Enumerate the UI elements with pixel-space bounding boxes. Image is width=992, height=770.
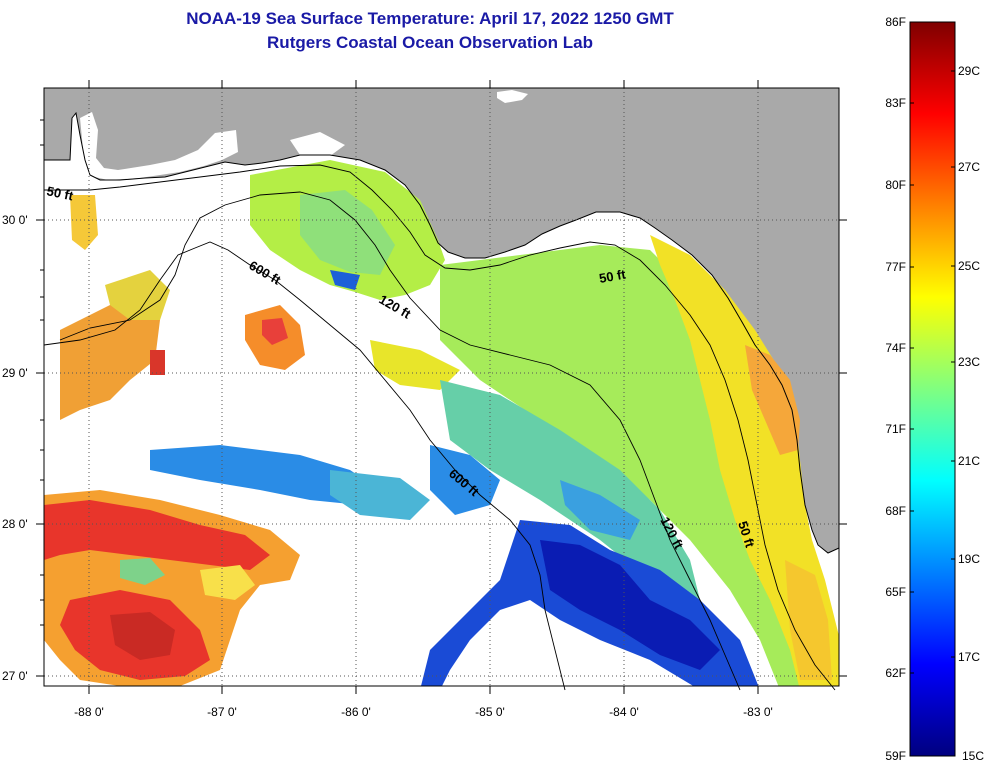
cb-f-label: 59F (885, 749, 906, 763)
sst-patch (330, 470, 430, 520)
coastline (44, 111, 840, 554)
cb-f-label: 83F (885, 96, 906, 110)
map-frame-border (43, 87, 840, 687)
sst-patch (262, 318, 288, 345)
contour-50ft (44, 164, 836, 691)
frame-ticks (36, 80, 847, 694)
lon-label: -85 0' (475, 705, 505, 719)
sst-patch (150, 350, 165, 375)
sst-patch (44, 500, 270, 570)
lat-label: 28 0' (2, 517, 28, 531)
cb-f-label: 62F (885, 666, 906, 680)
sst-patch (150, 445, 380, 505)
sst-patch (330, 270, 360, 290)
sst-patch (300, 190, 395, 275)
contour-label: 50 ft (45, 183, 75, 203)
sst-patch (440, 245, 839, 686)
graticule (44, 88, 839, 686)
lat-label: 30 0' (2, 213, 28, 227)
contour-600ft (43, 241, 566, 691)
map-subtitle: Rutgers Coastal Ocean Observation Lab (267, 33, 593, 52)
lat-label: 27 0' (2, 669, 28, 683)
lon-label: -86 0' (341, 705, 371, 719)
cb-c-label: 25C (958, 259, 980, 273)
lon-label: -83 0' (743, 705, 773, 719)
cb-f-label: 80F (885, 178, 906, 192)
cb-c-label: 17C (958, 650, 980, 664)
land-area (44, 88, 839, 553)
sst-patch (785, 560, 832, 680)
cb-c-label: 27C (958, 160, 980, 174)
sst-patch (105, 270, 170, 320)
sst-patch (120, 558, 165, 585)
cb-f-label: 86F (885, 15, 906, 29)
colorbar-ticks (910, 70, 955, 674)
lon-label: -88 0' (74, 705, 104, 719)
sst-patch (70, 195, 98, 250)
land-bay (497, 90, 528, 103)
sst-patch (540, 540, 720, 670)
cb-f-label: 77F (885, 260, 906, 274)
sst-patch (60, 295, 160, 420)
cb-c-label: 23C (958, 355, 980, 369)
sst-patch (200, 565, 255, 600)
sst-patch (745, 345, 800, 455)
cb-f-label: 71F (885, 422, 906, 436)
contour-120ft (59, 191, 741, 691)
sst-data-layer (44, 160, 839, 686)
lat-label: 29 0' (2, 366, 28, 380)
lon-label: -87 0' (207, 705, 237, 719)
cb-f-label: 74F (885, 341, 906, 355)
cb-c-label: 29C (958, 64, 980, 78)
cb-c-label: 15C (962, 749, 984, 763)
land-bay (80, 112, 238, 180)
colorbar (909, 21, 956, 757)
sst-patch (560, 480, 640, 540)
cb-c-label: 21C (958, 454, 980, 468)
cb-f-label: 65F (885, 585, 906, 599)
sst-patch (110, 612, 175, 660)
contour-label: 50 ft (598, 266, 628, 286)
sst-patch (370, 340, 460, 390)
land-bay (290, 132, 345, 156)
cb-c-label: 19C (958, 552, 980, 566)
map-title: NOAA-19 Sea Surface Temperature: April 1… (186, 9, 674, 28)
cb-f-label: 68F (885, 504, 906, 518)
lon-label: -84 0' (609, 705, 639, 719)
